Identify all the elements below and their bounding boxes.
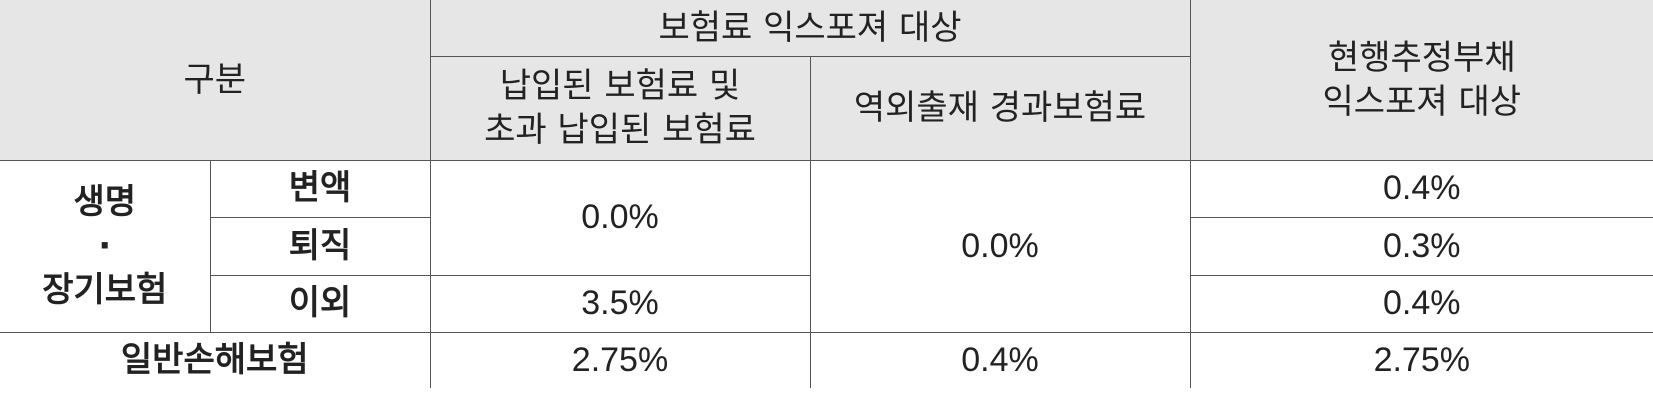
cell-reserve-variable: 0.4% — [1189, 159, 1653, 218]
row-label-variable: 변액 — [209, 159, 431, 218]
cell-paid-general: 2.75% — [429, 331, 811, 388]
header-premium-exposure: 보험료 익스포져 대상 — [429, 0, 1191, 57]
cell-reserve-general: 2.75% — [1189, 331, 1653, 388]
header-paid-premium-line2: 초과 납입된 보험료 — [484, 110, 756, 150]
cell-unearned-general: 0.4% — [809, 331, 1191, 388]
cell-paid-other: 3.5% — [429, 274, 811, 333]
cell-reserve-retirement: 0.3% — [1189, 216, 1653, 276]
header-reserve-line1: 현행추정부채 — [1327, 37, 1516, 78]
life-label-line1: 생명 — [73, 181, 137, 222]
header-unearned-premium: 역외출재 경과보험료 — [809, 55, 1191, 161]
row-group-life: 생명 · 장기보험 — [0, 159, 211, 333]
life-label-line2: 장기보험 — [42, 270, 168, 311]
cell-unearned-life: 0.0% — [809, 159, 1191, 333]
header-paid-premium: 납입된 보험료 및 초과 납입된 보험료 — [429, 55, 811, 161]
header-reserve-line2: 익스포져 대상 — [1322, 81, 1522, 122]
life-label-dot: · — [98, 225, 112, 266]
header-reserve-exposure: 현행추정부채 익스포져 대상 — [1189, 0, 1653, 161]
row-label-retirement: 퇴직 — [209, 216, 431, 276]
risk-coefficient-table: 구분 보험료 익스포져 대상 현행추정부채 익스포져 대상 납입된 보험료 및 … — [0, 0, 1653, 388]
header-paid-premium-line1: 납입된 보험료 및 — [499, 65, 741, 106]
cell-paid-variable-retirement: 0.0% — [429, 159, 811, 276]
cell-reserve-other: 0.4% — [1189, 274, 1653, 333]
header-category: 구분 — [0, 0, 431, 161]
row-label-general: 일반손해보험 — [0, 331, 431, 388]
row-label-other: 이외 — [209, 274, 431, 333]
